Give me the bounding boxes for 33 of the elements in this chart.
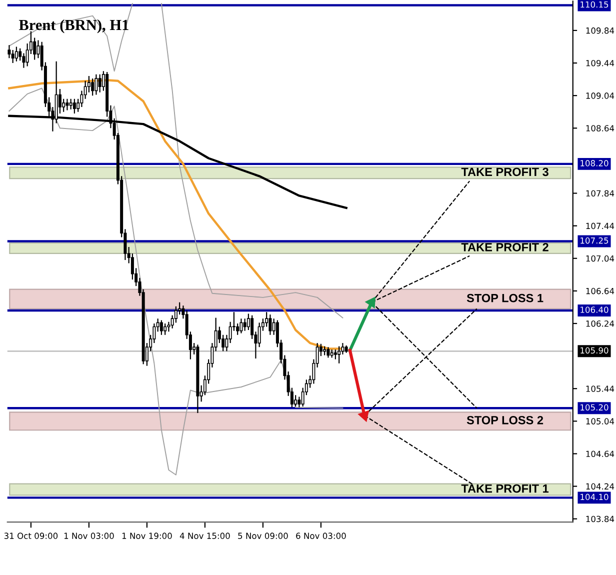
x-tick-label: 4 Nov 15:00 (180, 532, 230, 539)
y-tick-label: 107.84 (586, 190, 614, 197)
y-tick-label: 103.84 (586, 516, 614, 522)
ref-line-label: 106.40 (580, 306, 608, 313)
text: Brent (BRN), H1 (18, 19, 128, 34)
x-tick-label: 1 Nov 03:00 (64, 532, 114, 539)
y-tick-label: 109.44 (586, 60, 614, 66)
y-tick-label: 105.04 (586, 418, 614, 424)
ref-line-label: 105.20 (580, 404, 608, 411)
y-tick-label: 106.24 (586, 320, 614, 327)
ref-line-label: 107.25 (580, 237, 608, 244)
band-label: TAKE PROFIT 1 (461, 484, 549, 493)
band-label: STOP LOSS 2 (466, 416, 544, 424)
x-tick-label: 31 Oct 09:00 (4, 532, 58, 539)
ref-line-label: 108.20 (580, 160, 608, 166)
x-tick-label: 5 Nov 09:00 (238, 532, 288, 539)
ref-line-label: 110.15 (580, 1, 608, 8)
y-tick-label: 107.04 (586, 255, 614, 262)
band-label: STOP LOSS 1 (466, 294, 544, 302)
band-label: TAKE PROFIT 3 (461, 168, 548, 176)
y-tick-label: 106.64 (586, 288, 614, 294)
y-tick-label: 105.44 (586, 386, 614, 392)
y-tick-label: 107.44 (586, 222, 614, 230)
y-tick-label: 109.84 (586, 27, 614, 34)
y-tick-label: 109.04 (586, 92, 614, 99)
y-tick-label: 104.64 (586, 450, 614, 458)
ref-line-label: 104.10 (580, 494, 608, 500)
x-tick-label: 1 Nov 19:00 (122, 532, 172, 539)
ref-line-label: 105.90 (580, 347, 608, 354)
y-tick-label: 108.64 (586, 125, 614, 132)
x-tick-label: 6 Nov 03:00 (296, 532, 346, 539)
y-tick-label: 104.24 (586, 483, 614, 490)
band-label: TAKE PROFIT 2 (461, 243, 548, 252)
